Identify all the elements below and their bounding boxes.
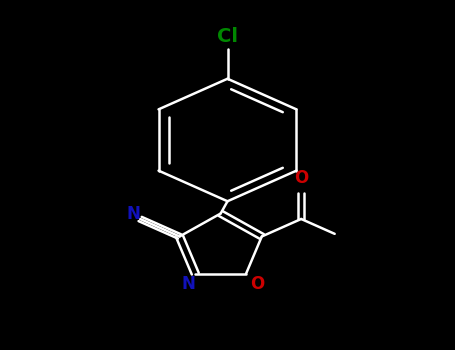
Text: N: N — [182, 275, 195, 293]
Text: O: O — [294, 169, 308, 188]
Text: N: N — [126, 205, 140, 223]
Text: O: O — [250, 275, 264, 293]
Text: Cl: Cl — [217, 27, 238, 46]
